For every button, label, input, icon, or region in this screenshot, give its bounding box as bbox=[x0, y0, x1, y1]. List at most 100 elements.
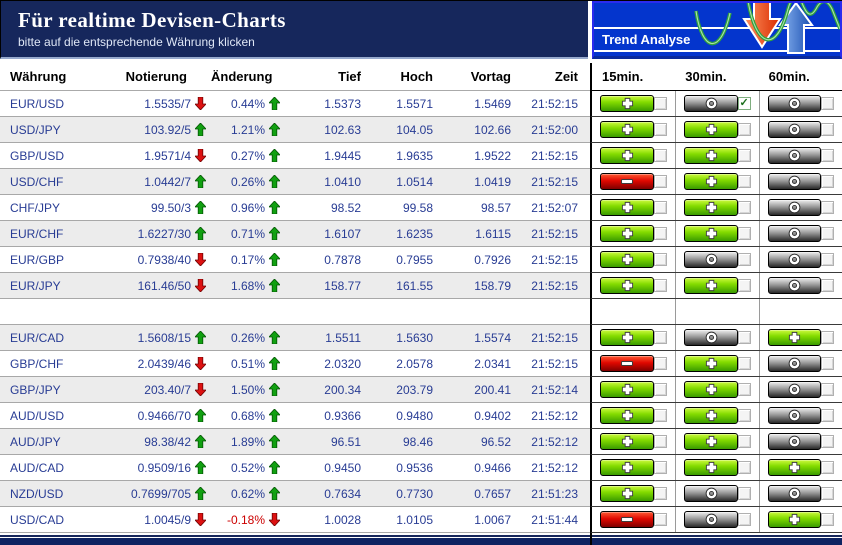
trend-button-neutral[interactable] bbox=[767, 355, 822, 372]
trend-button-plus[interactable] bbox=[600, 381, 654, 398]
trend-checkbox[interactable] bbox=[737, 409, 751, 422]
trend-checkbox[interactable] bbox=[737, 331, 751, 344]
trend-checkbox[interactable] bbox=[737, 383, 751, 396]
currency-pair-link[interactable]: AUD/JPY bbox=[10, 434, 61, 449]
trend-button-plus[interactable] bbox=[600, 95, 654, 112]
trend-checkbox[interactable] bbox=[821, 149, 834, 162]
currency-pair-link[interactable]: NZD/USD bbox=[10, 486, 64, 501]
trend-checkbox[interactable] bbox=[821, 357, 834, 370]
trend-checkbox[interactable] bbox=[821, 409, 834, 422]
currency-pair-link[interactable]: USD/JPY bbox=[10, 122, 61, 137]
trend-button-plus[interactable] bbox=[684, 407, 738, 424]
trend-checkbox[interactable] bbox=[821, 513, 834, 526]
trend-button-neutral[interactable] bbox=[684, 95, 738, 112]
trend-checkbox[interactable] bbox=[821, 331, 834, 344]
currency-pair-link[interactable]: CHF/JPY bbox=[10, 200, 61, 215]
currency-pair-link[interactable]: EUR/GBP bbox=[10, 252, 65, 267]
trend-checkbox[interactable] bbox=[737, 175, 751, 188]
trend-button-neutral[interactable] bbox=[684, 485, 738, 502]
currency-pair-link[interactable]: EUR/CAD bbox=[10, 330, 65, 345]
trend-button-plus[interactable] bbox=[600, 199, 654, 216]
trend-button-neutral[interactable] bbox=[767, 199, 822, 216]
trend-checkbox[interactable] bbox=[737, 149, 751, 162]
currency-pair-link[interactable]: AUD/CAD bbox=[10, 460, 65, 475]
trend-checkbox[interactable] bbox=[654, 383, 668, 396]
trend-checkbox[interactable] bbox=[821, 175, 834, 188]
trend-button-neutral[interactable] bbox=[767, 485, 822, 502]
trend-checkbox[interactable] bbox=[654, 487, 668, 500]
trend-checkbox[interactable]: ✓ bbox=[737, 97, 751, 110]
trend-button-plus[interactable] bbox=[684, 277, 738, 294]
trend-checkbox[interactable] bbox=[821, 227, 834, 240]
trend-checkbox[interactable] bbox=[737, 279, 751, 292]
trend-button-neutral[interactable] bbox=[767, 147, 822, 164]
trend-button-neutral[interactable] bbox=[684, 329, 738, 346]
currency-pair-link[interactable]: EUR/CHF bbox=[10, 226, 64, 241]
trend-checkbox[interactable] bbox=[654, 149, 668, 162]
trend-checkbox[interactable] bbox=[737, 253, 751, 266]
trend-checkbox[interactable] bbox=[821, 435, 834, 448]
currency-pair-link[interactable]: USD/CHF bbox=[10, 174, 64, 189]
trend-button-neutral[interactable] bbox=[767, 251, 822, 268]
trend-button-plus[interactable] bbox=[684, 121, 738, 138]
currency-pair-link[interactable]: GBP/CHF bbox=[10, 356, 64, 371]
trend-button-minus[interactable] bbox=[600, 173, 654, 190]
trend-button-neutral[interactable] bbox=[767, 407, 822, 424]
trend-button-neutral[interactable] bbox=[767, 173, 822, 190]
trend-checkbox[interactable] bbox=[654, 201, 668, 214]
trend-checkbox[interactable] bbox=[737, 461, 751, 474]
trend-checkbox[interactable] bbox=[654, 175, 668, 188]
trend-checkbox[interactable] bbox=[821, 253, 834, 266]
trend-button-neutral[interactable] bbox=[767, 277, 822, 294]
trend-checkbox[interactable] bbox=[821, 279, 834, 292]
trend-checkbox[interactable] bbox=[737, 227, 751, 240]
trend-checkbox[interactable] bbox=[654, 513, 668, 526]
trend-button-plus[interactable] bbox=[600, 225, 654, 242]
currency-pair-link[interactable]: USD/CAD bbox=[10, 512, 65, 527]
currency-pair-link[interactable]: AUD/USD bbox=[10, 408, 65, 423]
trend-button-plus[interactable] bbox=[684, 433, 738, 450]
trend-button-minus[interactable] bbox=[600, 355, 654, 372]
trend-checkbox[interactable] bbox=[654, 409, 668, 422]
trend-button-plus[interactable] bbox=[684, 381, 738, 398]
trend-button-neutral[interactable] bbox=[767, 433, 822, 450]
trend-checkbox[interactable] bbox=[654, 97, 668, 110]
currency-pair-link[interactable]: EUR/USD bbox=[10, 96, 65, 111]
trend-button-plus[interactable] bbox=[767, 329, 822, 346]
trend-checkbox[interactable] bbox=[737, 435, 751, 448]
trend-button-neutral[interactable] bbox=[767, 121, 822, 138]
trend-button-plus[interactable] bbox=[684, 147, 738, 164]
trend-button-plus[interactable] bbox=[684, 199, 738, 216]
currency-pair-link[interactable]: GBP/JPY bbox=[10, 382, 61, 397]
trend-checkbox[interactable] bbox=[654, 123, 668, 136]
trend-button-plus[interactable] bbox=[600, 459, 654, 476]
trend-checkbox[interactable] bbox=[737, 201, 751, 214]
trend-checkbox[interactable] bbox=[737, 487, 751, 500]
trend-button-neutral[interactable] bbox=[767, 381, 822, 398]
trend-button-plus[interactable] bbox=[767, 511, 822, 528]
currency-pair-link[interactable]: GBP/USD bbox=[10, 148, 65, 163]
trend-checkbox[interactable] bbox=[737, 357, 751, 370]
trend-button-neutral[interactable] bbox=[684, 251, 738, 268]
trend-checkbox[interactable] bbox=[654, 227, 668, 240]
trend-button-neutral[interactable] bbox=[767, 225, 822, 242]
trend-checkbox[interactable] bbox=[737, 123, 751, 136]
trend-checkbox[interactable] bbox=[654, 279, 668, 292]
trend-button-plus[interactable] bbox=[684, 173, 738, 190]
trend-button-neutral[interactable] bbox=[767, 95, 822, 112]
trend-checkbox[interactable] bbox=[737, 513, 751, 526]
trend-button-plus[interactable] bbox=[684, 225, 738, 242]
trend-button-plus[interactable] bbox=[600, 251, 654, 268]
trend-button-plus[interactable] bbox=[684, 459, 738, 476]
trend-checkbox[interactable] bbox=[821, 123, 834, 136]
trend-checkbox[interactable] bbox=[821, 461, 834, 474]
trend-checkbox[interactable] bbox=[821, 383, 834, 396]
trend-checkbox[interactable] bbox=[821, 201, 834, 214]
trend-checkbox[interactable] bbox=[654, 253, 668, 266]
trend-button-plus[interactable] bbox=[600, 277, 654, 294]
trend-checkbox[interactable] bbox=[654, 435, 668, 448]
trend-button-plus[interactable] bbox=[600, 147, 654, 164]
trend-checkbox[interactable] bbox=[821, 487, 834, 500]
trend-button-plus[interactable] bbox=[600, 121, 654, 138]
trend-button-plus[interactable] bbox=[684, 355, 738, 372]
